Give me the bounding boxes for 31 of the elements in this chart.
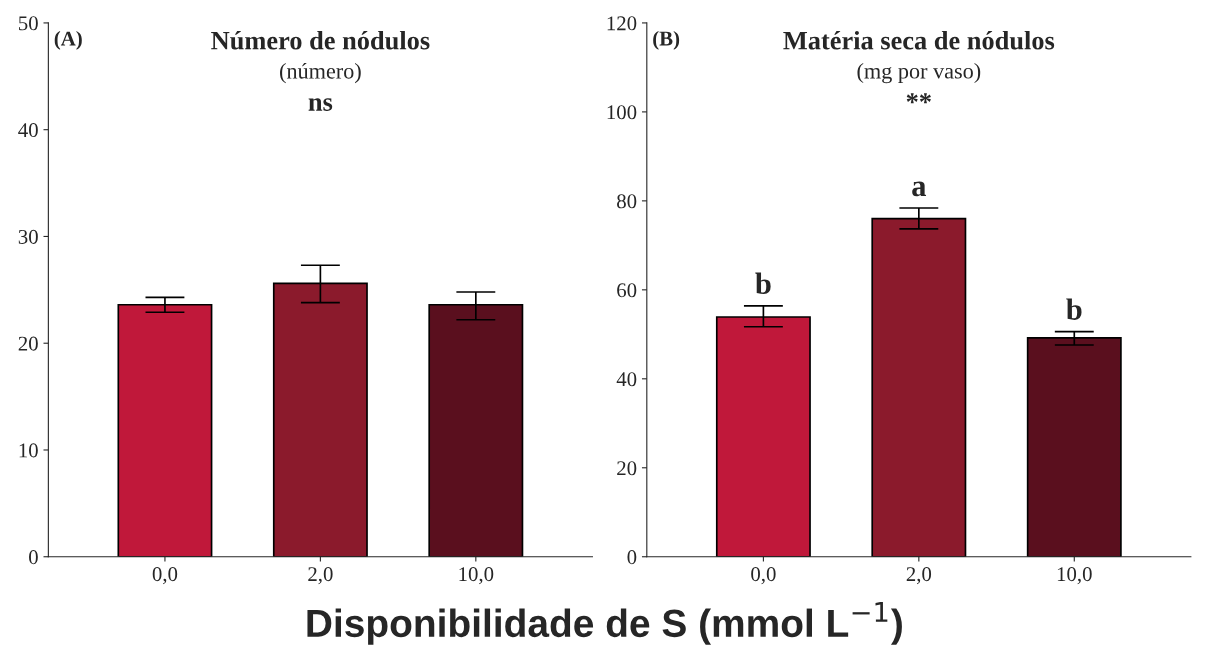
x-tick-label: 0,0 <box>152 567 178 585</box>
y-tick-label: 20 <box>617 461 637 476</box>
x-axis-title: Disponibilidade de S (mmol L$^{−1}$) <box>307 602 902 645</box>
y-tick-label: 20 <box>18 336 38 351</box>
y-tick-label: 100 <box>607 105 637 120</box>
annotation: ** <box>906 93 931 104</box>
annotation: b <box>755 272 771 295</box>
annotation: a <box>912 181 927 197</box>
x-tick-label: 2,0 <box>308 567 333 585</box>
y-tick-label: 10 <box>19 443 38 458</box>
annotation: b <box>1066 298 1082 320</box>
chart-title: Matéria seca de nódulos <box>783 30 1055 50</box>
annotation: (A) <box>54 30 82 50</box>
x-tick-label: 0,0 <box>751 567 776 585</box>
chart-title: Número de nódulos <box>211 30 430 50</box>
y-tick-label: 40 <box>616 372 637 387</box>
y-tick-label: 0 <box>627 550 637 565</box>
x-tick-label: 10,0 <box>459 567 494 585</box>
y-tick-label: 60 <box>617 283 637 298</box>
text: (número) <box>280 62 361 84</box>
text: (mg por vaso) <box>857 62 981 84</box>
x-tick-label: 10,0 <box>1057 567 1092 585</box>
annotation: (B) <box>653 30 680 50</box>
y-tick-label: 30 <box>18 229 38 244</box>
annotation: ns <box>308 98 333 111</box>
y-tick-label: 50 <box>19 16 38 31</box>
y-tick-label: 120 <box>607 16 637 31</box>
x-tick-label: 2,0 <box>906 567 932 585</box>
y-tick-label: 40 <box>18 123 38 138</box>
y-tick-label: 80 <box>617 194 637 209</box>
y-tick-label: 0 <box>29 550 38 565</box>
